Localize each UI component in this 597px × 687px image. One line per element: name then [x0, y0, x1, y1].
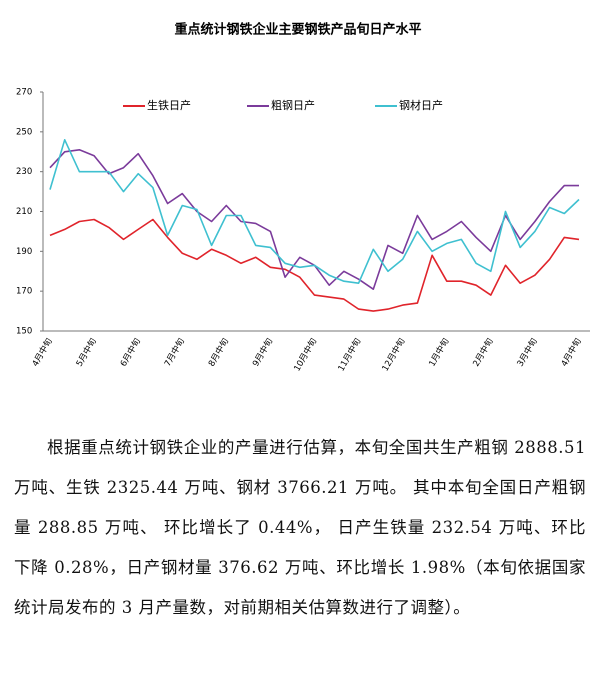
line-series	[49, 139, 580, 284]
y-tick-label: 270	[16, 88, 32, 98]
chart: 重点统计钢铁企业主要钢铁产品旬日产水平 150 170 190 210 230 250 27…	[16, 22, 590, 373]
legend-label: 生铁日产	[147, 98, 191, 112]
x-tick-label: 4月中旬	[30, 336, 55, 368]
y-tick-label: 190	[16, 247, 32, 257]
x-tick-label: 10月中旬	[292, 336, 320, 373]
y-tick-label: 150	[16, 327, 32, 337]
x-tick-label: 2月中旬	[471, 336, 496, 368]
chart-title: 重点统计钢铁企业主要钢铁产品旬日产水平	[174, 22, 421, 38]
x-tick-label: 11月中旬	[336, 336, 364, 373]
x-tick-label: 5月中旬	[74, 336, 99, 368]
legend-label: 钢材日产	[399, 98, 443, 112]
x-tick-label: 4月中旬	[559, 336, 584, 368]
y-tick-label: 250	[16, 127, 32, 137]
x-tick-label: 6月中旬	[118, 336, 143, 368]
y-tick-label: 210	[16, 207, 32, 217]
y-tick-label: 230	[16, 167, 32, 177]
x-tick-label: 9月中旬	[250, 336, 275, 368]
x-tick-label: 12月中旬	[380, 336, 408, 373]
y-tick-label: 170	[16, 287, 32, 297]
line-series	[49, 149, 579, 290]
paragraph: 根据重点统计钢铁企业的产量进行估算，本旬全国共生产粗钢 2888.51 万吨、生…	[14, 438, 586, 617]
x-tick-label: 3月中旬	[515, 336, 540, 368]
legend-label: 粗钢日产	[271, 98, 315, 112]
x-tick-label: 8月中旬	[206, 336, 231, 368]
x-tick-label: 1月中旬	[427, 336, 452, 368]
x-tick-label: 7月中旬	[162, 336, 187, 368]
line-series	[49, 218, 580, 312]
